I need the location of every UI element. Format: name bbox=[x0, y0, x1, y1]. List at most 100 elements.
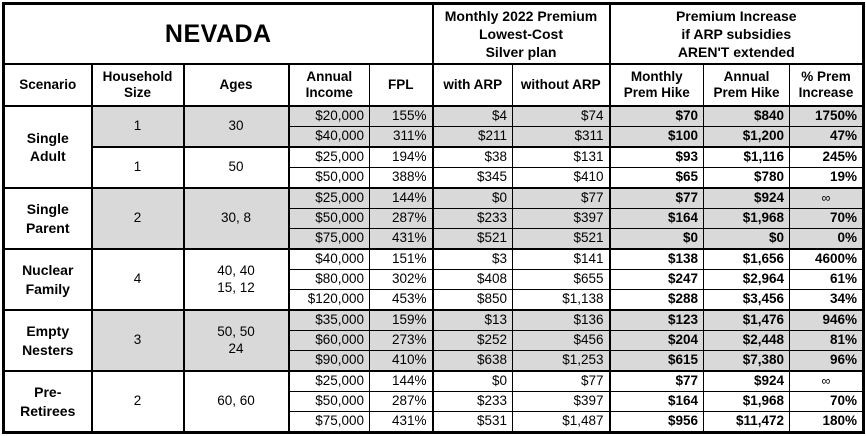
fpl-cell: 287% bbox=[369, 208, 434, 229]
fpl-cell: 155% bbox=[369, 105, 434, 127]
column-header-row: Scenario Household Size Ages Annual Inco… bbox=[3, 63, 865, 107]
state-title: NEVADA bbox=[3, 3, 434, 65]
annual-hike-cell: $2,964 bbox=[703, 269, 790, 290]
household-cell: 3 bbox=[91, 309, 185, 372]
scenario-cell: Empty Nesters bbox=[3, 309, 93, 372]
annual-income-cell: $75,000 bbox=[288, 411, 370, 433]
with-arp-cell: $233 bbox=[432, 208, 513, 229]
with-arp-cell: $638 bbox=[432, 350, 513, 372]
annual-income-cell: $25,000 bbox=[288, 370, 370, 392]
without-arp-cell: $521 bbox=[512, 228, 611, 250]
monthly-hike-cell: $288 bbox=[609, 289, 704, 311]
table-row: Nuclear Family 4 40, 40 15, 12 $40,000 151% $… bbox=[3, 248, 865, 311]
fpl-cell: 159% bbox=[369, 309, 434, 331]
col-header-scenario: Scenario bbox=[3, 63, 93, 107]
pct-increase-cell: 96% bbox=[788, 350, 865, 372]
table-row: $75,000 431% $531 $1,487 $956 $11,472 180% bbox=[4, 411, 865, 433]
without-arp-cell: $141 bbox=[512, 248, 611, 270]
annual-income-cell: $75,000 bbox=[288, 228, 370, 250]
fpl-cell: 144% bbox=[369, 370, 434, 392]
with-arp-cell: $408 bbox=[432, 269, 513, 290]
annual-income-cell: $40,000 bbox=[288, 126, 370, 148]
pct-increase-cell: 19% bbox=[788, 167, 865, 189]
table-row: $50,000 287% $233 $397 $164 $1,968 70% bbox=[4, 391, 865, 412]
pct-increase-cell: ∞ bbox=[788, 187, 865, 209]
monthly-hike-cell: $65 bbox=[609, 167, 704, 189]
pct-increase-cell: ∞ bbox=[788, 370, 865, 392]
table-row: $60,000 273% $252 $456 $204 $2,448 81% bbox=[4, 330, 865, 351]
pct-increase-cell: 180% bbox=[788, 411, 865, 433]
annual-income-cell: $35,000 bbox=[288, 309, 370, 331]
with-arp-cell: $0 bbox=[432, 187, 513, 209]
table-row: Empty Nesters 3 50, 50 24 $35,000 159% $13 $13… bbox=[3, 309, 865, 372]
col-header-with-arp: with ARP bbox=[432, 63, 513, 107]
annual-income-cell: $60,000 bbox=[288, 330, 370, 351]
without-arp-cell: $456 bbox=[512, 330, 611, 351]
fpl-cell: 302% bbox=[369, 269, 434, 290]
monthly-hike-cell: $123 bbox=[609, 309, 704, 331]
premium-group-header: Monthly 2022 Premium Lowest-Cost Silver … bbox=[432, 3, 611, 65]
monthly-hike-cell: $77 bbox=[609, 187, 704, 209]
pct-increase-cell: 70% bbox=[788, 208, 865, 229]
col-header-pct-prem-increase: % Prem Increase bbox=[788, 63, 865, 107]
without-arp-cell: $131 bbox=[512, 146, 611, 168]
without-arp-cell: $1,487 bbox=[512, 411, 611, 433]
col-header-household-size: Household Size bbox=[91, 63, 185, 107]
without-arp-cell: $410 bbox=[512, 167, 611, 189]
annual-income-cell: $40,000 bbox=[288, 248, 370, 270]
annual-hike-cell: $924 bbox=[703, 187, 790, 209]
fpl-cell: 273% bbox=[369, 330, 434, 351]
monthly-hike-cell: $204 bbox=[609, 330, 704, 351]
table-row: Pre- Retirees 2 60, 60 $25,000 144% $0 $77 $77 $… bbox=[3, 370, 865, 433]
col-header-fpl: FPL bbox=[369, 63, 434, 107]
without-arp-cell: $311 bbox=[512, 126, 611, 148]
table-row: $50,000 388% $345 $410 $65 $780 19% bbox=[4, 167, 865, 189]
fpl-cell: 287% bbox=[369, 391, 434, 412]
annual-hike-cell: $780 bbox=[703, 167, 790, 189]
table-row: $80,000 302% $408 $655 $247 $2,964 61% bbox=[4, 269, 865, 290]
with-arp-cell: $211 bbox=[432, 126, 513, 148]
annual-hike-cell: $2,448 bbox=[703, 330, 790, 351]
fpl-cell: 151% bbox=[369, 248, 434, 270]
annual-hike-cell: $3,456 bbox=[703, 289, 790, 311]
pct-increase-cell: 946% bbox=[788, 309, 865, 331]
without-arp-cell: $1,253 bbox=[512, 350, 611, 372]
col-header-monthly-prem-hike: Monthly Prem Hike bbox=[609, 63, 704, 107]
fpl-cell: 194% bbox=[369, 146, 434, 168]
with-arp-cell: $233 bbox=[432, 391, 513, 412]
household-cell: 1 bbox=[91, 105, 185, 148]
fpl-cell: 410% bbox=[369, 350, 434, 372]
with-arp-cell: $252 bbox=[432, 330, 513, 351]
col-header-annual-income: Annual Income bbox=[288, 63, 370, 107]
annual-hike-cell: $924 bbox=[703, 370, 790, 392]
monthly-hike-cell: $247 bbox=[609, 269, 704, 290]
without-arp-cell: $1,138 bbox=[512, 289, 611, 311]
annual-income-cell: $25,000 bbox=[288, 187, 370, 209]
annual-income-cell: $80,000 bbox=[288, 269, 370, 290]
monthly-hike-cell: $77 bbox=[609, 370, 704, 392]
scenario-cell: Pre- Retirees bbox=[3, 370, 93, 433]
annual-hike-cell: $1,656 bbox=[703, 248, 790, 270]
pct-increase-cell: 245% bbox=[788, 146, 865, 168]
col-header-without-arp: without ARP bbox=[512, 63, 611, 107]
monthly-hike-cell: $164 bbox=[609, 391, 704, 412]
table-body: Single Adult 1 30 $20,000 155% $4 $74 $70 $840 17… bbox=[3, 105, 865, 433]
annual-hike-cell: $1,968 bbox=[703, 391, 790, 412]
annual-hike-cell: $1,116 bbox=[703, 146, 790, 168]
monthly-hike-cell: $0 bbox=[609, 228, 704, 250]
without-arp-cell: $74 bbox=[512, 105, 611, 127]
household-cell: 2 bbox=[91, 370, 185, 433]
without-arp-cell: $77 bbox=[512, 370, 611, 392]
fpl-cell: 431% bbox=[369, 411, 434, 433]
without-arp-cell: $77 bbox=[512, 187, 611, 209]
fpl-cell: 311% bbox=[369, 126, 434, 148]
ages-cell: 60, 60 bbox=[183, 370, 290, 433]
annual-hike-cell: $1,968 bbox=[703, 208, 790, 229]
monthly-hike-cell: $138 bbox=[609, 248, 704, 270]
household-cell: 4 bbox=[91, 248, 185, 311]
monthly-hike-cell: $70 bbox=[609, 105, 704, 127]
table-row: $90,000 410% $638 $1,253 $615 $7,380 96% bbox=[4, 350, 865, 372]
table-row: $40,000 311% $211 $311 $100 $1,200 47% bbox=[4, 126, 865, 148]
